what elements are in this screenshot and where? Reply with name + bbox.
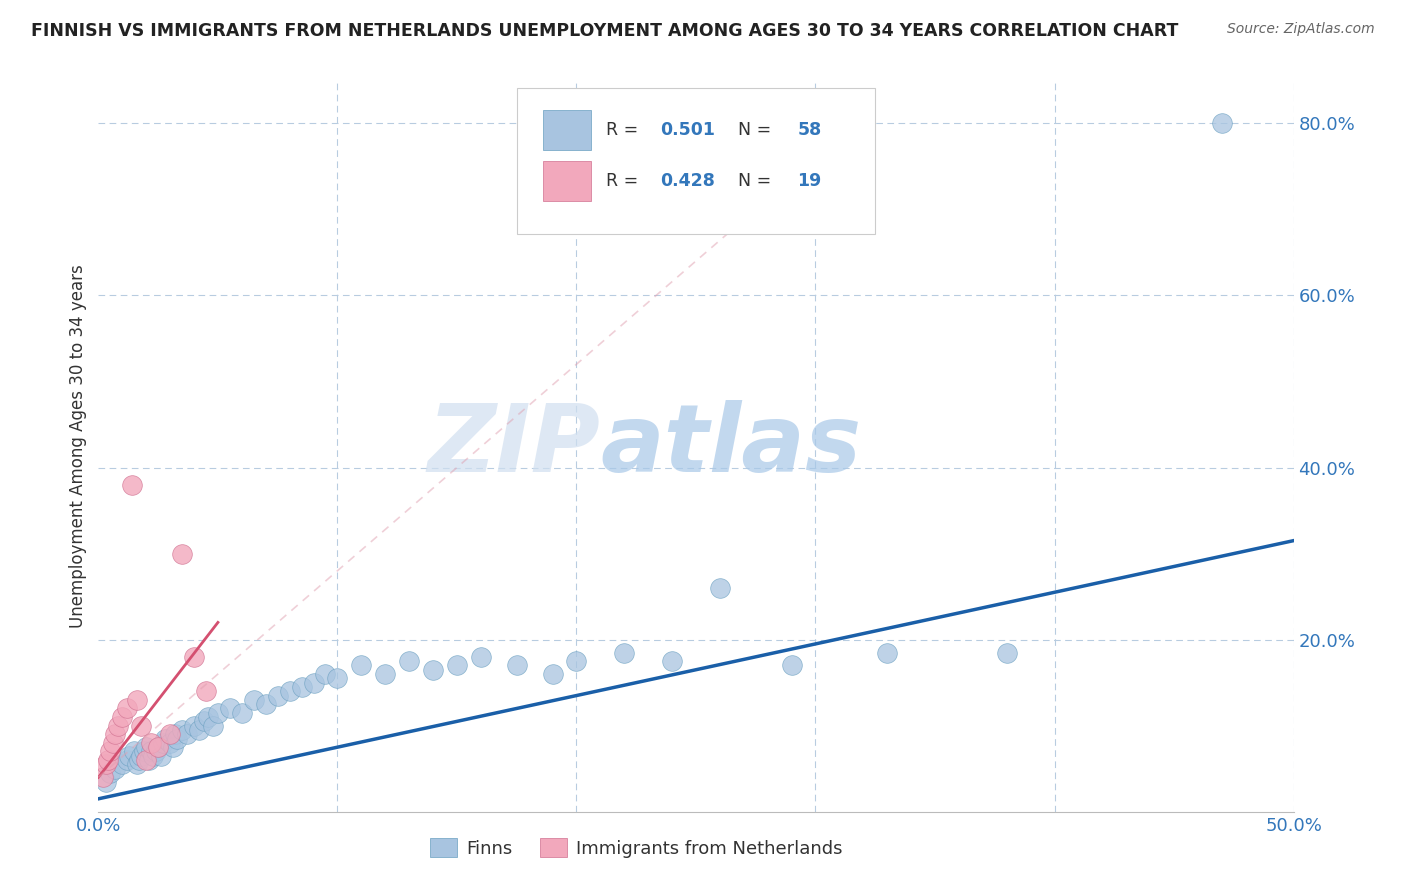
- Point: [104, 727, 127, 741]
- Point: [398, 654, 420, 668]
- Point: [197, 710, 219, 724]
- Point: [149, 748, 172, 763]
- Point: [132, 744, 155, 758]
- Text: 0.501: 0.501: [661, 121, 716, 139]
- Point: [139, 744, 162, 758]
- Point: [267, 689, 290, 703]
- Point: [97, 753, 120, 767]
- Point: [195, 684, 218, 698]
- Y-axis label: Unemployment Among Ages 30 to 34 years: Unemployment Among Ages 30 to 34 years: [69, 264, 87, 628]
- Point: [118, 748, 141, 763]
- Point: [876, 646, 898, 660]
- Point: [446, 658, 468, 673]
- Point: [565, 654, 588, 668]
- Point: [350, 658, 373, 673]
- Point: [302, 675, 325, 690]
- Point: [231, 706, 253, 720]
- Text: FINNISH VS IMMIGRANTS FROM NETHERLANDS UNEMPLOYMENT AMONG AGES 30 TO 34 YEARS CO: FINNISH VS IMMIGRANTS FROM NETHERLANDS U…: [31, 22, 1178, 40]
- Point: [162, 740, 184, 755]
- Point: [422, 663, 444, 677]
- Text: atlas: atlas: [600, 400, 862, 492]
- Point: [187, 723, 209, 737]
- Point: [374, 667, 396, 681]
- Point: [115, 701, 138, 715]
- Point: [176, 727, 198, 741]
- Legend: Finns, Immigrants from Netherlands: Finns, Immigrants from Netherlands: [423, 831, 849, 865]
- FancyBboxPatch shape: [543, 110, 591, 150]
- Point: [111, 710, 134, 724]
- Point: [278, 684, 301, 698]
- Point: [172, 547, 194, 561]
- Point: [139, 736, 162, 750]
- Text: ZIP: ZIP: [427, 400, 600, 492]
- Point: [780, 658, 803, 673]
- Point: [219, 701, 242, 715]
- Text: N =: N =: [738, 121, 776, 139]
- Point: [148, 740, 170, 755]
- Text: 58: 58: [797, 121, 821, 139]
- Point: [183, 719, 205, 733]
- Point: [125, 693, 148, 707]
- Point: [163, 727, 186, 741]
- Point: [995, 646, 1018, 660]
- Text: Source: ZipAtlas.com: Source: ZipAtlas.com: [1227, 22, 1375, 37]
- Point: [125, 757, 148, 772]
- Point: [166, 731, 188, 746]
- Point: [506, 658, 529, 673]
- Point: [94, 757, 117, 772]
- Point: [94, 774, 117, 789]
- Point: [152, 736, 174, 750]
- Point: [91, 770, 114, 784]
- Text: R =: R =: [606, 121, 644, 139]
- Point: [183, 649, 205, 664]
- Point: [131, 719, 153, 733]
- Point: [709, 581, 731, 595]
- Point: [243, 693, 266, 707]
- Point: [193, 714, 215, 729]
- Point: [131, 748, 153, 763]
- Point: [1211, 116, 1233, 130]
- Point: [661, 654, 683, 668]
- Text: N =: N =: [738, 172, 776, 190]
- Point: [148, 740, 170, 755]
- Point: [101, 736, 124, 750]
- Point: [315, 667, 337, 681]
- Point: [254, 697, 277, 711]
- Point: [107, 719, 129, 733]
- Text: 19: 19: [797, 172, 821, 190]
- Point: [111, 757, 134, 772]
- FancyBboxPatch shape: [517, 87, 876, 234]
- Point: [155, 731, 177, 746]
- Point: [124, 744, 146, 758]
- Text: R =: R =: [606, 172, 644, 190]
- Point: [128, 753, 150, 767]
- Point: [142, 748, 165, 763]
- Point: [470, 649, 492, 664]
- Point: [159, 736, 181, 750]
- Point: [326, 671, 349, 685]
- Point: [172, 723, 194, 737]
- Point: [291, 680, 314, 694]
- Point: [541, 667, 564, 681]
- Point: [121, 477, 143, 491]
- Point: [98, 766, 122, 780]
- Point: [613, 646, 636, 660]
- Point: [145, 744, 167, 758]
- Point: [135, 753, 157, 767]
- Point: [98, 744, 122, 758]
- Point: [138, 753, 160, 767]
- Point: [104, 762, 127, 776]
- Point: [207, 706, 229, 720]
- Point: [135, 740, 157, 755]
- FancyBboxPatch shape: [543, 161, 591, 201]
- Point: [115, 753, 138, 767]
- Text: 0.428: 0.428: [661, 172, 716, 190]
- Point: [202, 719, 225, 733]
- Point: [159, 727, 181, 741]
